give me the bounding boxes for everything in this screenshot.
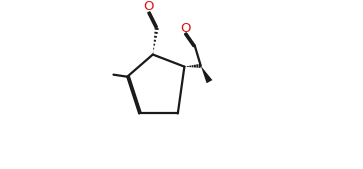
Polygon shape <box>201 66 212 83</box>
Text: O: O <box>143 1 154 14</box>
Text: O: O <box>180 22 191 35</box>
